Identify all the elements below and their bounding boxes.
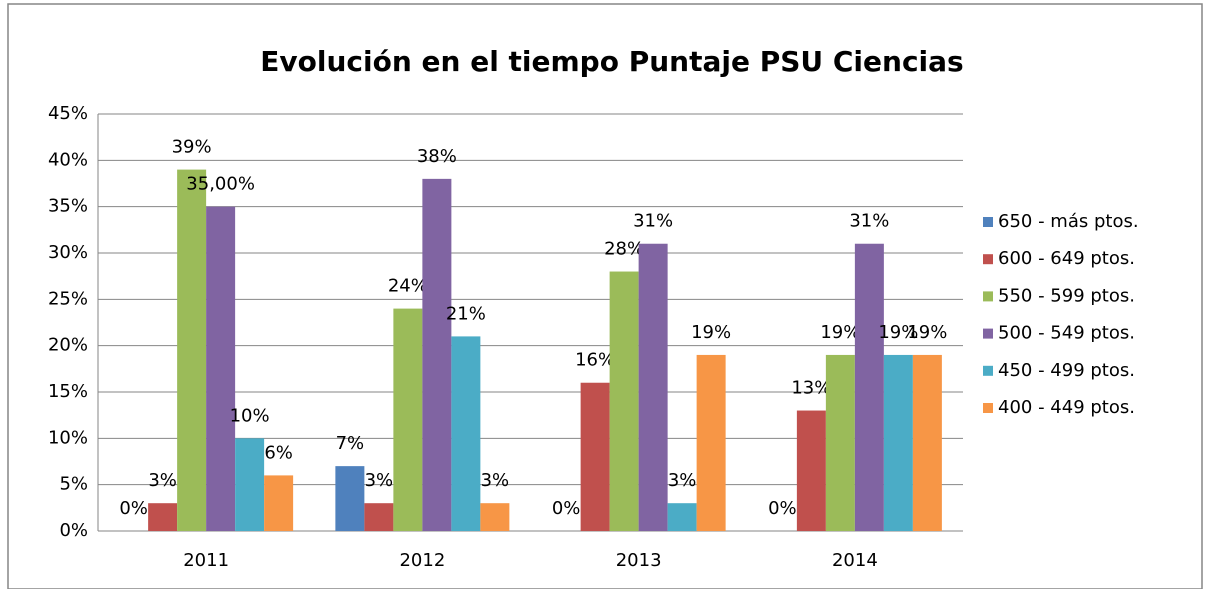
- legend-label: 400 - 449 ptos.: [998, 397, 1135, 418]
- bar: [177, 169, 207, 531]
- data-label: 19%: [907, 322, 947, 343]
- data-label: 28%: [604, 239, 644, 260]
- y-tick-label: 5%: [59, 474, 88, 495]
- data-label: 3%: [148, 470, 177, 491]
- bar: [854, 243, 884, 531]
- bar: [264, 475, 294, 531]
- legend-label: 500 - 549 ptos.: [998, 323, 1135, 344]
- data-label: 3%: [481, 470, 510, 491]
- y-tick-label: 30%: [48, 242, 88, 263]
- bar: [393, 308, 423, 531]
- y-tick-label: 10%: [48, 427, 88, 448]
- y-tick-label: 25%: [48, 288, 88, 309]
- data-label: 0%: [119, 498, 148, 519]
- bar: [422, 178, 452, 531]
- bar: [364, 503, 394, 531]
- bar: [335, 466, 365, 531]
- legend-label: 450 - 499 ptos.: [998, 360, 1135, 381]
- bar: [480, 503, 510, 531]
- bar: [609, 271, 639, 531]
- legend-swatch: [983, 365, 993, 376]
- data-label: 3%: [365, 470, 394, 491]
- legend-label: 650 - más ptos.: [998, 211, 1139, 232]
- legend-swatch: [983, 291, 993, 302]
- data-label: 13%: [791, 378, 831, 399]
- bar: [451, 336, 481, 531]
- bar: [796, 410, 826, 531]
- data-label: 31%: [849, 211, 889, 232]
- legend-swatch: [983, 328, 993, 339]
- bar: [825, 354, 855, 531]
- data-label: 19%: [820, 322, 860, 343]
- legend-label: 550 - 599 ptos.: [998, 285, 1135, 306]
- x-tick-label: 2013: [616, 550, 662, 571]
- y-tick-label: 35%: [48, 196, 88, 217]
- x-tick-label: 2012: [399, 550, 445, 571]
- data-label: 19%: [691, 322, 731, 343]
- data-label: 10%: [230, 405, 270, 426]
- data-label: 21%: [446, 303, 486, 324]
- bar: [235, 438, 265, 531]
- data-label: 6%: [264, 442, 293, 463]
- bar: [912, 354, 942, 531]
- legend-swatch: [983, 403, 993, 413]
- bar: [206, 206, 236, 531]
- bar: [883, 354, 913, 531]
- bar: [667, 503, 697, 531]
- data-label: 38%: [417, 146, 457, 167]
- data-label: 35,00%: [186, 174, 255, 195]
- y-tick-label: 15%: [48, 381, 88, 402]
- chart-title: Evolución en el tiempo Puntaje PSU Cienc…: [260, 45, 963, 78]
- data-label: 7%: [336, 433, 365, 454]
- y-tick-label: 40%: [48, 149, 88, 170]
- data-label: 24%: [388, 276, 428, 297]
- y-tick-label: 0%: [59, 520, 88, 541]
- data-label: 16%: [575, 350, 615, 371]
- bar: [580, 382, 610, 531]
- data-label: 0%: [768, 498, 797, 519]
- data-label: 39%: [172, 137, 212, 158]
- data-label: 19%: [878, 322, 918, 343]
- y-tick-label: 45%: [48, 103, 88, 124]
- bar: [696, 354, 726, 531]
- legend-label: 600 - 649 ptos.: [998, 248, 1135, 269]
- bar: [638, 243, 668, 531]
- x-tick-label: 2011: [183, 550, 229, 571]
- data-label: 31%: [633, 211, 673, 232]
- data-label: 0%: [552, 498, 581, 519]
- y-tick-label: 20%: [48, 335, 88, 356]
- bar: [148, 503, 178, 531]
- legend-swatch: [983, 217, 993, 227]
- legend-swatch: [983, 254, 993, 265]
- data-label: 3%: [668, 470, 697, 491]
- x-tick-label: 2014: [832, 550, 878, 571]
